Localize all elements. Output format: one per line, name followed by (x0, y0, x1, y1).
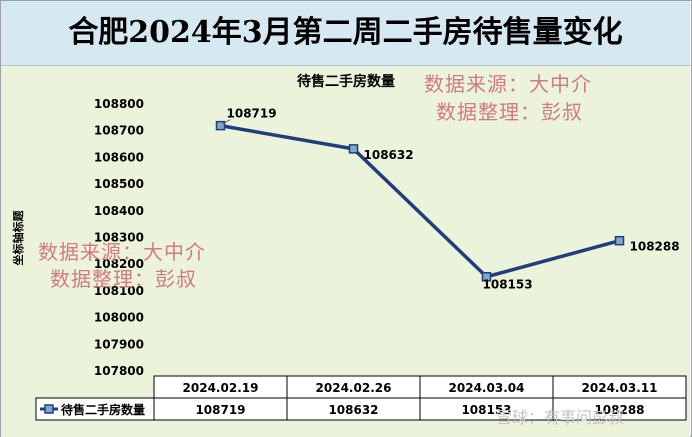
data-point-marker (348, 144, 359, 154)
table-value: 108719 (195, 403, 245, 417)
x-category-label: 2024.02.19 (183, 381, 259, 395)
legend-marker (44, 404, 54, 414)
y-tick-label: 107900 (94, 337, 144, 351)
y-tick-label: 108000 (94, 311, 144, 325)
data-label: 108719 (227, 107, 277, 121)
data-point-marker (481, 271, 492, 282)
series-line (220, 123, 620, 279)
data-label: 108153 (483, 278, 533, 292)
y-tick-label: 108100 (94, 284, 144, 298)
y-axis-title: 坐标轴标题 (11, 210, 25, 266)
legend-label: 待售二手房数量 (61, 402, 145, 417)
y-tick-label: 108200 (94, 257, 144, 271)
data-point-marker (215, 120, 226, 131)
x-category-label: 2024.03.04 (449, 381, 525, 395)
watermark-source-left: 数据来源：大中介 (38, 240, 206, 264)
data-point-marker (614, 235, 625, 246)
watermark-editor-top: 数据整理：彭叔 (436, 100, 583, 124)
watermark-source-top: 数据来源：大中介 (424, 72, 592, 96)
table-value: 108632 (328, 403, 378, 417)
x-category-label: 2024.03.11 (582, 381, 658, 395)
page-title: 合肥2024年3月第二周二手房待售量变化 (68, 15, 623, 50)
y-tick-label: 108700 (94, 124, 144, 138)
table-value: 108153 (461, 403, 511, 417)
data-label: 108632 (364, 148, 414, 162)
y-tick-label: 108300 (94, 231, 144, 245)
y-tick-label: 107800 (94, 364, 144, 378)
data-label-leader (222, 119, 231, 124)
table-data-row (35, 397, 687, 421)
title-bar: 合肥2024年3月第二周二手房待售量变化 (1, 1, 690, 66)
table-value: 108288 (594, 403, 644, 417)
watermark-platform: 雪球：有事问彭叔 (496, 408, 625, 427)
watermark-editor-left: 数据整理：彭叔 (50, 267, 197, 291)
x-category-label: 2024.02.26 (316, 381, 392, 395)
data-label: 108288 (630, 240, 680, 254)
y-tick-label: 108500 (94, 177, 144, 191)
y-tick-label: 108800 (94, 97, 144, 111)
chart-title: 待售二手房数量 (297, 73, 395, 90)
y-tick-label: 108400 (94, 204, 144, 218)
y-tick-label: 108600 (94, 150, 144, 164)
